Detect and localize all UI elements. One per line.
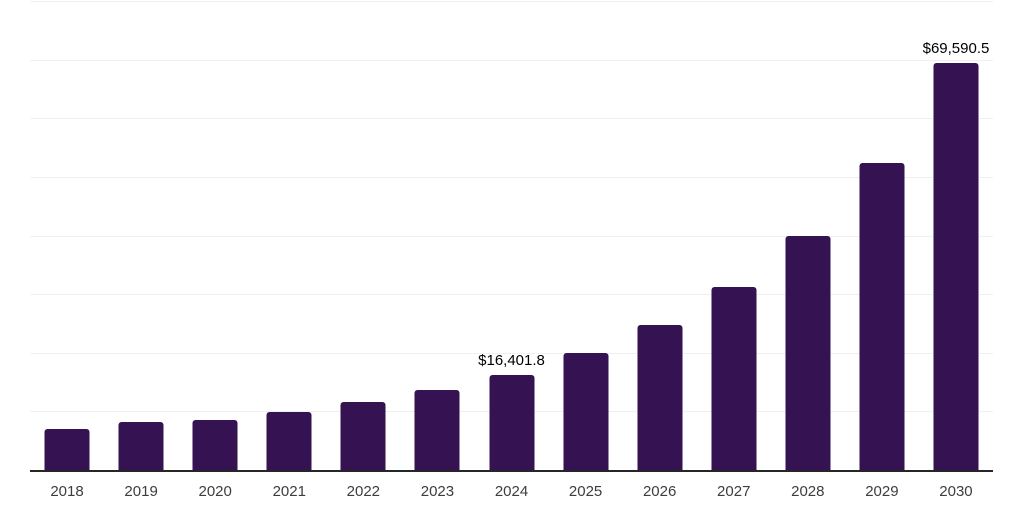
bar-band-2030: $69,590.5	[919, 2, 993, 471]
x-tick-label-2023: 2023	[420, 483, 455, 500]
x-tick-label-2024: 2024	[494, 483, 529, 500]
bar-2021	[266, 412, 312, 471]
bar-band-2022	[326, 2, 400, 471]
bar-2024	[489, 374, 534, 471]
x-tick-label-2028: 2028	[791, 483, 825, 500]
x-tick-label-2019: 2019	[124, 483, 158, 500]
gridline	[30, 176, 993, 178]
x-tick-label-2020: 2020	[198, 483, 232, 500]
bar-band-2018	[30, 2, 104, 471]
plot-area: $16,401.8 $69,590.5	[30, 1, 993, 471]
bar-band-2020	[178, 2, 252, 471]
bar-band-2027	[697, 2, 771, 471]
x-axis-labels: 2018 2019 2020 2021 2022 2023 2024 2025 2026 2027…	[30, 483, 993, 501]
bar-band-2023	[400, 2, 474, 471]
bar-band-2026	[623, 2, 697, 471]
bar-2022	[340, 401, 386, 471]
x-tick-label-2021: 2021	[272, 483, 306, 500]
gridline	[30, 294, 993, 296]
bar-2029	[859, 163, 905, 471]
x-tick-label-2030: 2030	[939, 483, 973, 500]
gridline	[30, 1, 993, 2]
x-axis-line	[30, 470, 993, 472]
x-tick-label-2022: 2022	[346, 483, 381, 500]
gridline	[30, 235, 993, 237]
bar-2019	[118, 421, 164, 471]
bar-2030	[933, 63, 979, 471]
x-tick-label-2025: 2025	[568, 483, 603, 500]
bar-2020	[192, 419, 238, 471]
bar-value-label-2030: $69,590.5	[922, 40, 990, 58]
gridline	[30, 118, 993, 120]
bar-2028	[785, 235, 831, 471]
x-tick-label-2029: 2029	[865, 483, 899, 500]
bar-2018	[44, 429, 90, 471]
x-tick-label-2026: 2026	[642, 483, 677, 500]
gridline	[30, 352, 993, 354]
bar-2026	[637, 325, 683, 471]
bar-2027	[711, 286, 757, 471]
bar-band-2029	[845, 2, 919, 471]
bars: $16,401.8 $69,590.5	[30, 2, 993, 471]
bar-band-2025	[549, 2, 623, 471]
bar-value-label-2024: $16,401.8	[478, 351, 545, 369]
gridline	[30, 59, 993, 61]
bar-band-2021	[252, 2, 326, 471]
bar-band-2019	[104, 2, 178, 471]
bar-band-2024: $16,401.8	[474, 2, 548, 471]
bar-band-2028	[771, 2, 845, 471]
x-tick-label-2027: 2027	[717, 483, 751, 500]
bar-2023	[414, 390, 460, 471]
bar-2025	[563, 353, 609, 471]
x-tick-label-2018: 2018	[50, 483, 84, 500]
